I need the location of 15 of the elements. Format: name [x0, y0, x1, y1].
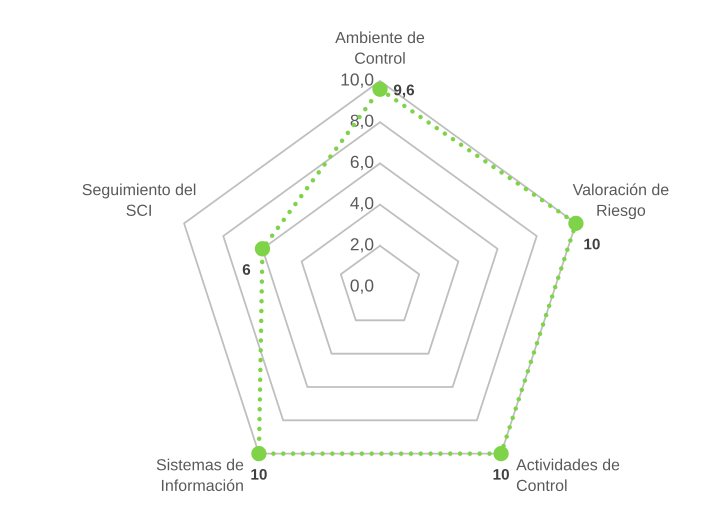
data-label: 10 [494, 468, 509, 480]
data-label: 10 [584, 238, 600, 250]
spoke-label: Actividades de Control [516, 458, 620, 492]
spoke-label: Seguimiento del SCI [82, 184, 196, 216]
y-tick-label: 0,0 [350, 279, 374, 294]
data-label: 10 [251, 468, 267, 480]
y-tick-label: 2,0 [350, 238, 374, 253]
y-tick-label: 4,0 [350, 196, 374, 212]
data-label: 6 [242, 264, 250, 275]
y-tick-label: 6,0 [350, 156, 374, 170]
spoke-label: Valoración de Riesgo [572, 183, 668, 220]
y-tick-label: 10,0 [342, 73, 374, 88]
spoke-label: Sistemas de Información [156, 458, 244, 492]
data-label: 9,6 [394, 84, 414, 98]
spoke-label: Ambiente de Control [335, 31, 424, 64]
